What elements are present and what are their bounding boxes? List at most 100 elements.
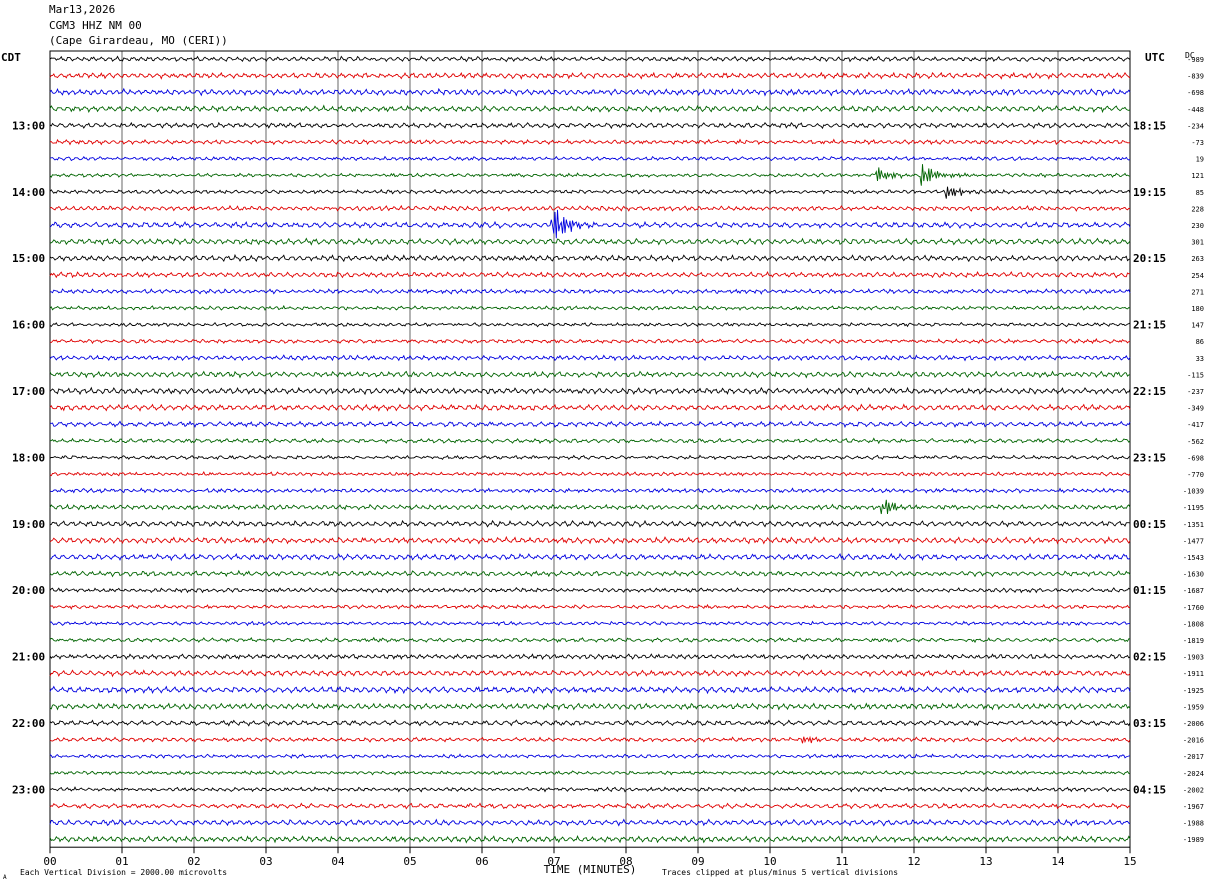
dc-offset-label: -417: [1187, 421, 1204, 429]
dc-offset-label: -1808: [1183, 620, 1204, 628]
left-hour-label: 20:00: [12, 584, 45, 597]
x-tick-label: 08: [619, 855, 632, 868]
seismic-trace: [49, 719, 1131, 727]
seismic-trace: [49, 253, 1131, 263]
dc-offset-label: -1925: [1183, 687, 1204, 695]
seismic-trace: [49, 237, 1131, 246]
x-tick-label: 05: [403, 855, 416, 868]
seismic-traces: [49, 55, 1131, 844]
seismic-trace: [49, 338, 1131, 345]
scale-note: Each Vertical Division = 2000.00 microvo…: [20, 868, 227, 877]
minute-grid: [49, 50, 1131, 854]
station-location: (Cape Girardeau, MO (CERI)): [49, 34, 228, 47]
seismic-trace: [49, 155, 1131, 162]
dc-offset-label: -1959: [1183, 703, 1204, 711]
seismic-trace: [49, 186, 1131, 199]
seismic-trace: [49, 104, 1131, 114]
right-hour-label: 22:15: [1133, 385, 1166, 398]
dc-offset-label: 180: [1191, 305, 1204, 313]
seismic-trace: [49, 164, 1131, 186]
record-date: Mar13,2026: [49, 3, 116, 16]
dc-offset-label: -1195: [1183, 504, 1204, 512]
seismic-trace: [49, 519, 1131, 528]
seismic-trace: [49, 386, 1131, 396]
left-hour-label: 16:00: [12, 319, 45, 332]
right-hour-label: 23:15: [1133, 451, 1166, 464]
dc-offset-label: -115: [1187, 371, 1204, 379]
seismic-trace: [49, 834, 1131, 844]
x-tick-label: 13: [979, 855, 992, 868]
dc-offset-label: 147: [1191, 322, 1204, 330]
dc-offset-label: -839: [1187, 73, 1204, 81]
seismic-trace: [49, 818, 1131, 827]
dc-offset-label: -1039: [1183, 488, 1204, 496]
x-tick-label: 04: [331, 855, 345, 868]
x-axis-label: TIME (MINUTES): [544, 863, 637, 876]
seismic-trace: [49, 204, 1131, 212]
dc-offset-label: -2024: [1183, 770, 1204, 778]
dc-offset-label: 86: [1196, 338, 1204, 346]
dc-offset-label: -698: [1187, 89, 1204, 97]
seismic-trace: [49, 535, 1131, 545]
dc-offset-label: -73: [1191, 139, 1204, 147]
seismic-trace: [49, 499, 1131, 515]
x-tick-label: 11: [835, 855, 848, 868]
dc-offset-label: -349: [1187, 405, 1204, 413]
right-hour-label: 03:15: [1133, 717, 1166, 730]
dc-offset-header: DC: [1185, 51, 1195, 60]
seismic-trace: [49, 685, 1131, 695]
left-hour-label: 18:00: [12, 451, 45, 464]
dc-offset-label: -1351: [1183, 521, 1204, 529]
seismic-trace: [49, 420, 1131, 429]
seismic-trace: [49, 55, 1131, 63]
dc-offset-label: -2017: [1183, 753, 1204, 761]
dc-offset-label: 301: [1191, 239, 1204, 247]
left-hour-label: 13:00: [12, 119, 45, 132]
seismic-trace: [49, 569, 1131, 578]
x-tick-label: 10: [763, 855, 776, 868]
right-hour-label: 02:15: [1133, 651, 1166, 664]
dc-offset-label: -237: [1187, 388, 1204, 396]
right-hour-label: 21:15: [1133, 319, 1166, 332]
dc-offset-label: -1819: [1183, 637, 1204, 645]
dc-offset-label: 271: [1191, 288, 1204, 296]
seismic-trace: [49, 735, 1131, 744]
seismic-trace: [49, 71, 1131, 80]
dc-offset-label: -2002: [1183, 786, 1204, 794]
clip-note: Traces clipped at plus/minus 5 vertical …: [662, 868, 898, 877]
seismic-trace: [49, 403, 1131, 412]
seismic-trace: [49, 802, 1131, 810]
axis-labels: CDT UTC DC TIME (MINUTES) Each Vertical …: [1, 51, 1204, 881]
right-timezone-label: UTC: [1145, 51, 1165, 64]
x-tick-label: 01: [115, 855, 128, 868]
dc-offset-label: -1988: [1183, 820, 1204, 828]
x-tick-label: 02: [187, 855, 200, 868]
dc-offset-label: 33: [1196, 355, 1204, 363]
seismic-trace: [49, 753, 1131, 760]
seismic-trace: [49, 552, 1131, 562]
dc-offset-label: -989: [1187, 56, 1204, 64]
seismic-trace: [49, 370, 1131, 379]
dc-offset-label: 230: [1191, 222, 1204, 230]
seismic-trace: [49, 304, 1131, 311]
seismic-trace: [49, 603, 1131, 610]
dc-offset-label: -1903: [1183, 654, 1204, 662]
x-tick-label: 12: [907, 855, 920, 868]
seismic-trace: [49, 209, 1131, 239]
x-tick-label: 15: [1123, 855, 1136, 868]
left-hour-label: 17:00: [12, 385, 45, 398]
dc-offset-label: -1477: [1183, 537, 1204, 545]
x-tick-label: 03: [259, 855, 272, 868]
seismic-trace: [50, 288, 1131, 295]
right-hour-label: 04:15: [1133, 783, 1166, 796]
dc-offset-label: -1543: [1183, 554, 1204, 562]
station-code: CGM3 HHZ NM 00: [49, 19, 142, 32]
seismic-trace: [49, 270, 1131, 279]
seismic-trace: [49, 669, 1131, 678]
seismic-trace: [49, 471, 1131, 477]
right-hour-label: 20:15: [1133, 252, 1166, 265]
seismic-trace: [49, 354, 1131, 362]
dc-offset-label: 19: [1196, 156, 1204, 164]
seismic-trace: [49, 121, 1131, 130]
